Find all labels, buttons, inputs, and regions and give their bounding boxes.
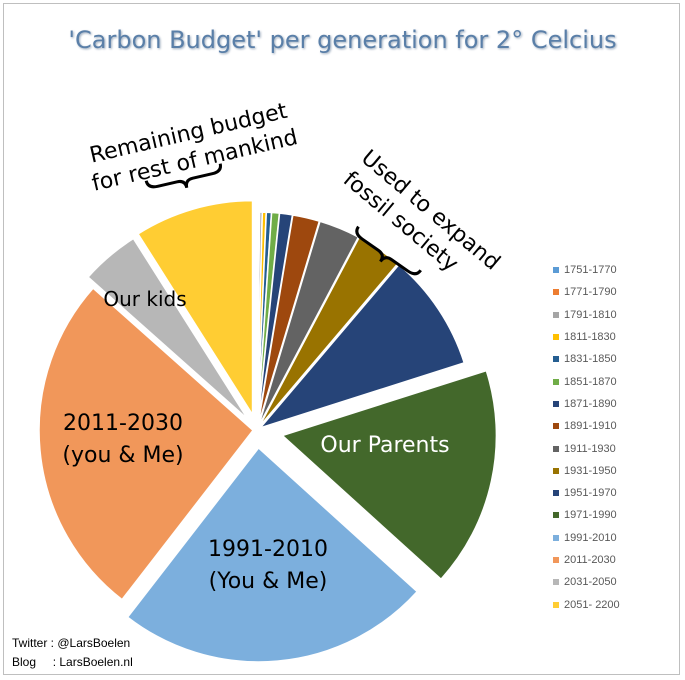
slice-label-1991-2010: 1991-2010 (You & Me)	[208, 537, 328, 594]
remaining-budget-label: Remaining budgetfor rest of mankind	[83, 98, 300, 197]
legend-item: 1791-1810	[553, 304, 678, 326]
blog-credit: Blog : LarsBoelen.nl	[12, 655, 133, 669]
slice-label-our-parents: Our Parents	[320, 433, 449, 458]
legend-label: 1771-1790	[564, 286, 617, 299]
legend-swatch	[553, 579, 559, 586]
legend-swatch	[553, 490, 559, 497]
legend-label: 1911-1930	[564, 442, 616, 455]
legend-swatch	[553, 400, 559, 407]
legend-item: 1851-1870	[553, 370, 678, 392]
legend-swatch	[553, 557, 559, 563]
legend-swatch	[553, 512, 559, 519]
legend-item: 2051- 2200	[553, 593, 678, 615]
slice-label-2011-2030: 2011-2030 (you & Me)	[62, 411, 183, 468]
legend-item: 1751-1770	[553, 259, 678, 281]
legend-item: 1891-1910	[553, 415, 678, 437]
legend-label: 2011-2030	[564, 554, 616, 566]
pie-slice-1991-2010	[126, 446, 419, 663]
twitter-credit: Twitter : @LarsBoelen	[12, 636, 131, 650]
legend-swatch	[553, 378, 559, 385]
legend-label: 1931-1950	[564, 464, 617, 477]
legend-item: 1811-1830	[553, 326, 678, 348]
legend-swatch	[553, 334, 559, 341]
legend-swatch	[553, 467, 559, 474]
legend-swatch	[553, 601, 559, 608]
legend-item: 1831-1850	[553, 348, 678, 370]
chart-title: 'Carbon Budget' per generation for 2° Ce…	[68, 26, 617, 54]
legend-item: 1931-1950	[553, 460, 678, 482]
legend-label: 1991-2010	[564, 531, 617, 544]
pie-slice-2051-2200	[137, 199, 254, 418]
legend-label: 2031-2050	[564, 576, 617, 589]
chart-legend: 1751-1770 1771-1790 1791-1810 1811-1830 1831…	[553, 259, 678, 616]
legend-label: 1811-1830	[564, 331, 616, 344]
chart-frame	[3, 3, 680, 675]
legend-item: 1951-1970	[553, 482, 678, 504]
legend-label: 1871-1890	[564, 397, 617, 410]
legend-label: 1951-1970	[564, 487, 617, 500]
pie-slice-2031-2050	[86, 237, 249, 420]
legend-swatch	[553, 267, 559, 274]
legend-label: 1751-1770	[564, 264, 617, 277]
legend-swatch	[553, 423, 559, 430]
legend-item: 2031-2050	[553, 571, 678, 593]
legend-swatch	[553, 289, 559, 296]
legend-swatch	[553, 356, 559, 363]
legend-swatch	[553, 445, 559, 452]
legend-label: 1851-1870	[564, 375, 617, 388]
pie-slice-1971-1990	[280, 369, 498, 581]
legend-label: 1971-1990	[564, 509, 617, 522]
legend-item: 1971-1990	[553, 504, 678, 526]
pie-slice-2011-2030	[38, 287, 255, 601]
legend-label: 1831-1850	[564, 353, 617, 366]
legend-label: 1891-1910	[564, 420, 617, 433]
legend-item: 1911-1930	[553, 437, 678, 459]
legend-item: 1771-1790	[553, 281, 678, 303]
legend-label: 1791-1810	[564, 308, 617, 321]
legend-item: 1871-1890	[553, 393, 678, 415]
our-kids-label: Our kids	[103, 287, 186, 311]
legend-item: 1991-2010	[553, 527, 678, 549]
legend-swatch	[553, 311, 559, 318]
legend-label: 2051- 2200	[564, 598, 620, 611]
legend-swatch	[553, 534, 559, 541]
legend-item: 2011-2030	[553, 549, 678, 571]
